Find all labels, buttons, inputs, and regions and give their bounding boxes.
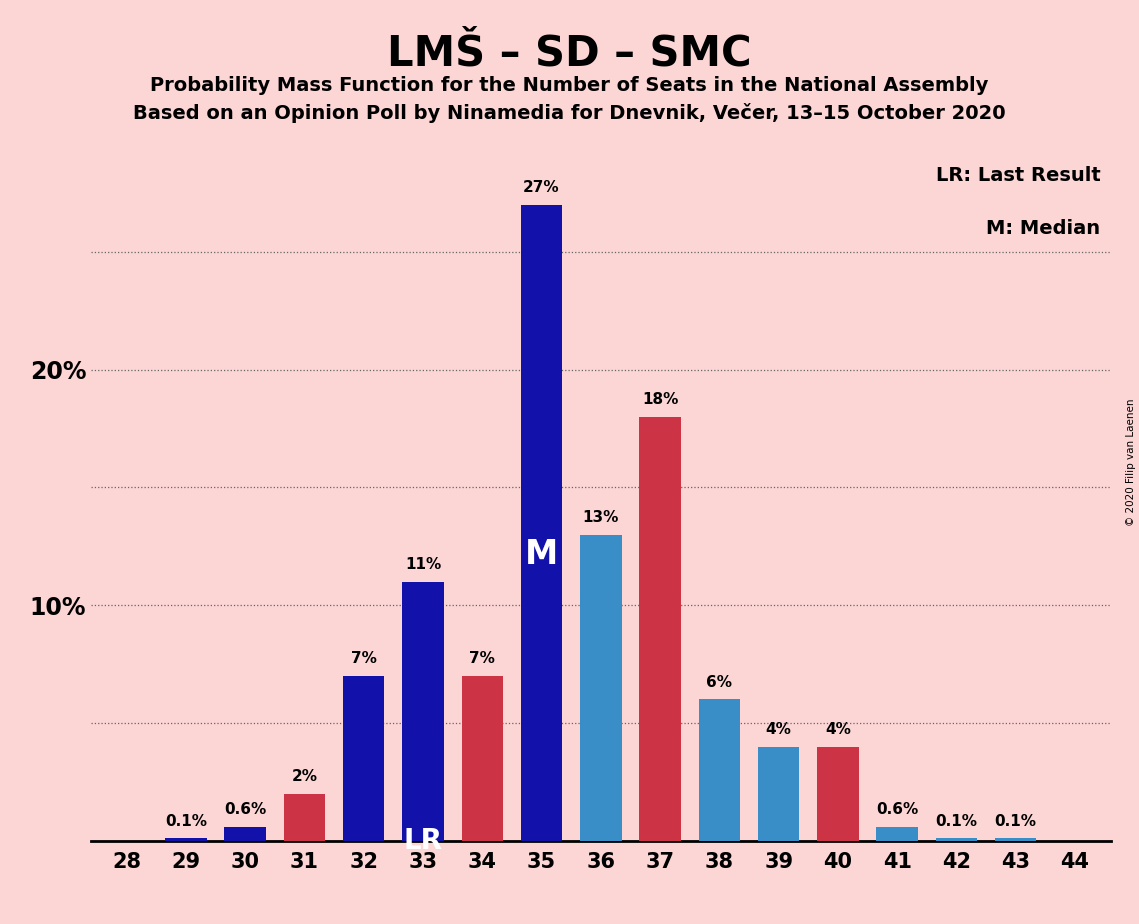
Text: 4%: 4% xyxy=(765,723,792,737)
Text: 4%: 4% xyxy=(825,723,851,737)
Bar xyxy=(165,838,206,841)
Text: 0.1%: 0.1% xyxy=(165,814,207,829)
Text: 2%: 2% xyxy=(292,770,318,784)
Text: 27%: 27% xyxy=(523,180,560,195)
Bar xyxy=(817,747,859,841)
Bar xyxy=(461,676,503,841)
Bar xyxy=(521,205,563,841)
Text: 7%: 7% xyxy=(469,651,495,666)
Text: 0.6%: 0.6% xyxy=(224,802,267,818)
Bar xyxy=(343,676,385,841)
Text: M: M xyxy=(525,538,558,571)
Text: 0.1%: 0.1% xyxy=(935,814,977,829)
Bar xyxy=(757,747,800,841)
Text: 6%: 6% xyxy=(706,675,732,690)
Bar xyxy=(698,699,740,841)
Bar xyxy=(402,582,444,841)
Bar xyxy=(995,838,1036,841)
Text: 0.1%: 0.1% xyxy=(994,814,1036,829)
Bar xyxy=(284,794,326,841)
Text: 11%: 11% xyxy=(404,557,441,572)
Text: LR: LR xyxy=(403,827,443,855)
Bar xyxy=(639,417,681,841)
Text: © 2020 Filip van Laenen: © 2020 Filip van Laenen xyxy=(1126,398,1136,526)
Text: 13%: 13% xyxy=(583,510,618,525)
Text: 18%: 18% xyxy=(642,393,679,407)
Bar xyxy=(876,827,918,841)
Bar xyxy=(935,838,977,841)
Text: Probability Mass Function for the Number of Seats in the National Assembly: Probability Mass Function for the Number… xyxy=(150,76,989,95)
Text: Based on an Opinion Poll by Ninamedia for Dnevnik, Večer, 13–15 October 2020: Based on an Opinion Poll by Ninamedia fo… xyxy=(133,103,1006,124)
Bar xyxy=(224,827,267,841)
Bar xyxy=(580,534,622,841)
Text: 0.6%: 0.6% xyxy=(876,802,918,818)
Text: LR: Last Result: LR: Last Result xyxy=(935,165,1100,185)
Text: 7%: 7% xyxy=(351,651,377,666)
Text: M: Median: M: Median xyxy=(986,219,1100,237)
Text: LMŠ – SD – SMC: LMŠ – SD – SMC xyxy=(387,32,752,74)
